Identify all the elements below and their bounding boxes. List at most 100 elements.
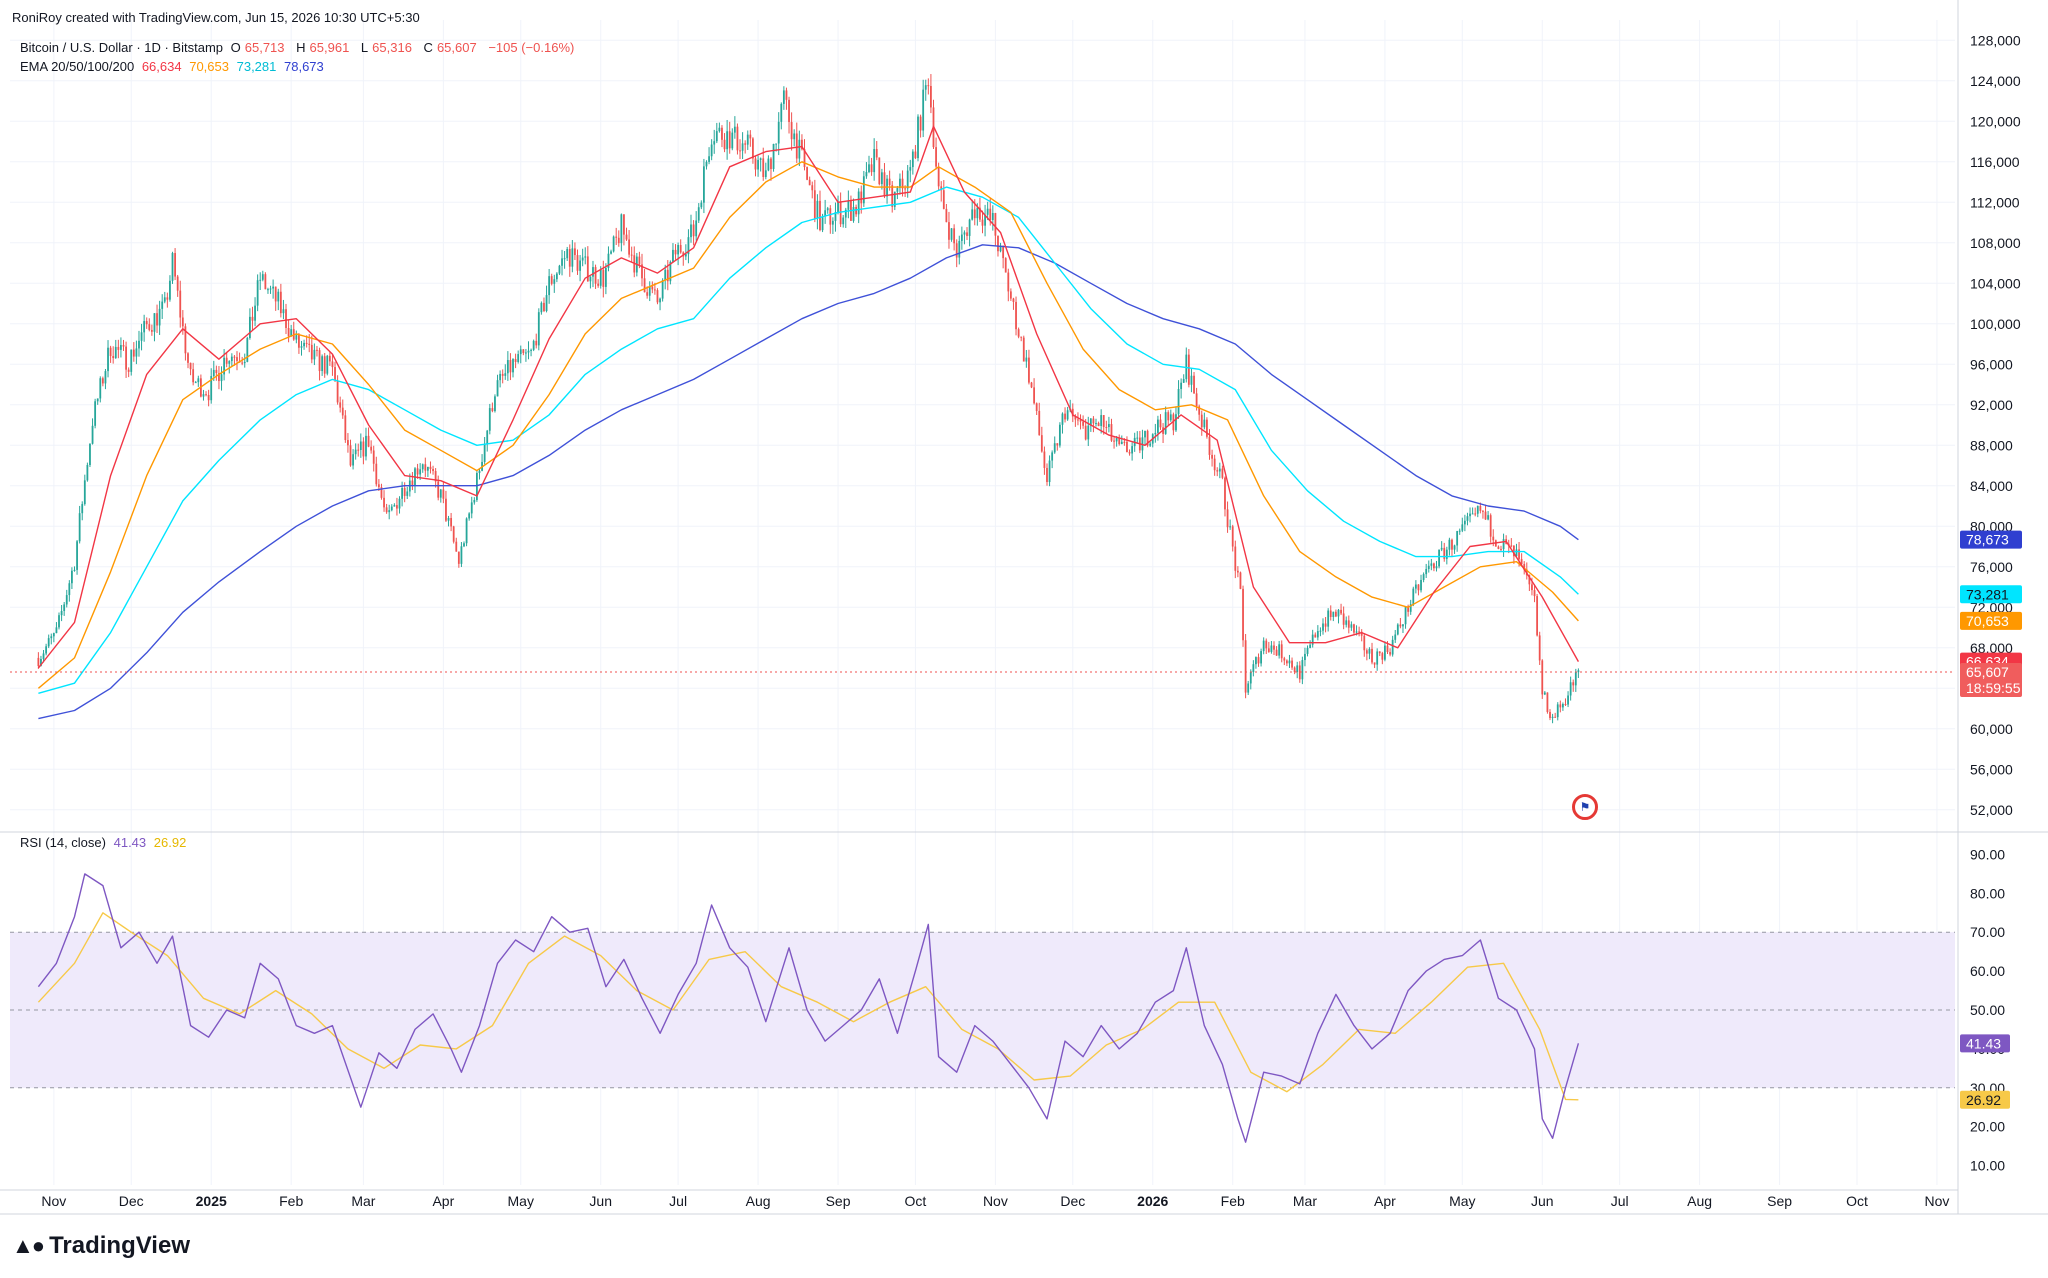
candle-body: [955, 243, 958, 258]
candle-body: [821, 216, 824, 231]
rsi-legend: RSI (14, close) 41.43 26.92: [20, 835, 190, 850]
candle-body: [158, 308, 161, 326]
ema200-tag-bg: [1960, 530, 2022, 549]
candle-body: [1244, 640, 1247, 693]
candle-body: [303, 342, 305, 347]
candle-body: [592, 267, 594, 277]
price-tick-label: 128,000: [1970, 32, 2021, 48]
candle-body: [298, 335, 300, 348]
candle-body: [476, 472, 478, 500]
last-price-tag: 65,607: [1966, 664, 2009, 680]
candle-body: [117, 346, 120, 350]
candle-body: [659, 298, 661, 303]
candle-body: [1206, 419, 1208, 437]
candle-body: [1084, 425, 1087, 440]
time-tick-label: Dec: [119, 1193, 144, 1209]
candle-body: [514, 359, 517, 362]
rsi-value: 41.43: [113, 835, 147, 850]
candle-body: [1293, 667, 1296, 672]
candle-body: [496, 380, 499, 397]
candle-body: [246, 337, 249, 362]
candle-body: [984, 214, 986, 226]
candle-body: [176, 276, 179, 291]
candle-body: [540, 302, 543, 313]
candle-body: [349, 445, 352, 466]
candle-body: [1569, 682, 1572, 696]
candle-body: [1316, 631, 1319, 638]
candle-body: [1304, 653, 1306, 661]
candle-body: [1407, 606, 1410, 612]
candle-body: [599, 269, 602, 286]
candle-body: [1458, 530, 1461, 532]
candle-body: [388, 510, 391, 513]
candle-body: [71, 570, 73, 584]
candle-body: [777, 121, 780, 144]
candle-body: [122, 345, 125, 347]
candle-body: [359, 441, 362, 451]
candle-body: [197, 378, 200, 383]
candle-body: [434, 471, 437, 482]
candle-body: [94, 401, 97, 426]
candle-body: [145, 321, 148, 325]
candle-body: [1322, 623, 1324, 631]
candle-body: [801, 139, 803, 150]
candle-body: [1193, 375, 1195, 394]
candle-body: [367, 435, 370, 447]
time-tick-label: Feb: [279, 1193, 303, 1209]
candle-body: [1120, 441, 1123, 445]
candle-body: [1247, 683, 1250, 693]
candle-body: [604, 267, 607, 287]
candle-body: [365, 435, 367, 457]
candle-body: [855, 206, 858, 215]
candle-body: [991, 212, 994, 221]
candle-body: [1518, 549, 1520, 560]
candle-body: [865, 172, 868, 177]
candle-body: [207, 394, 210, 401]
candle-body: [1433, 563, 1435, 569]
candle-body: [499, 373, 502, 381]
candle-body: [1572, 682, 1575, 686]
candle-body: [1115, 437, 1118, 442]
candle-body: [1309, 644, 1312, 648]
candle-body: [150, 330, 153, 332]
candle-body: [1445, 549, 1448, 559]
us-flag-icon[interactable]: ⚑: [1572, 794, 1598, 820]
candle-body: [594, 267, 597, 284]
candle-body: [989, 208, 992, 221]
candle-body: [1479, 506, 1482, 511]
candle-body: [1476, 506, 1479, 514]
candle-body: [336, 380, 339, 403]
candle-body: [1046, 467, 1048, 483]
candle-body: [553, 279, 556, 284]
candle-body: [994, 212, 997, 236]
candle-body: [1226, 509, 1229, 528]
candle-body: [1157, 419, 1159, 433]
candle-body: [1451, 539, 1453, 550]
candle-body: [1092, 418, 1095, 424]
candle-body: [1484, 511, 1487, 520]
candle-body: [1453, 545, 1456, 550]
candle-body: [1541, 660, 1544, 695]
candle-body: [334, 367, 336, 381]
candle-body: [295, 335, 298, 340]
candle-body: [99, 378, 102, 399]
time-tick-label: May: [508, 1193, 534, 1209]
rsi-tick-label: 50.00: [1970, 1002, 2005, 1018]
candle-body: [96, 398, 99, 402]
candle-body: [1033, 387, 1035, 404]
candle-body: [752, 138, 754, 159]
candle-body: [1342, 613, 1345, 625]
candle-body: [1040, 435, 1043, 452]
candle-body: [1384, 645, 1386, 660]
price-tick-label: 76,000: [1970, 559, 2013, 575]
candle-body: [813, 190, 816, 219]
candle-body: [530, 349, 532, 351]
candle-body: [731, 132, 734, 149]
ema200-line: [38, 244, 1579, 720]
candle-body: [537, 312, 540, 346]
time-tick-label: Oct: [905, 1193, 927, 1209]
candle-body: [396, 505, 398, 509]
candle-body: [979, 207, 981, 220]
